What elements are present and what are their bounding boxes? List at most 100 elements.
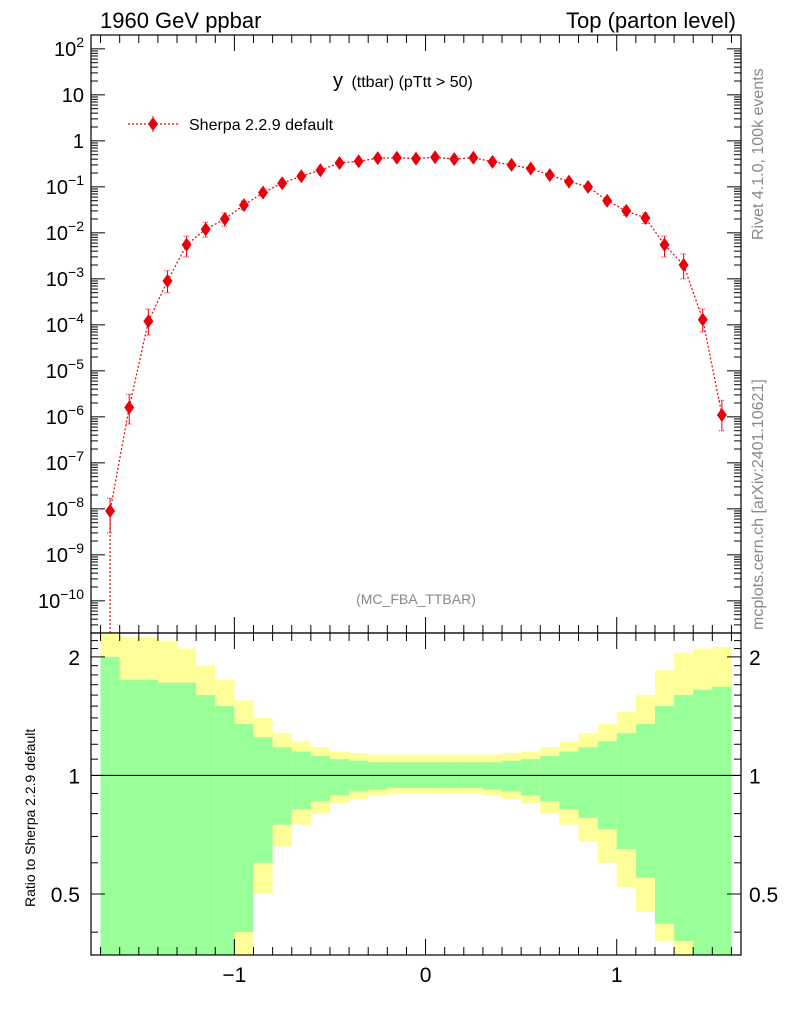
series-point xyxy=(296,169,307,184)
ratio-inner-band-bin xyxy=(310,756,330,802)
main-y-tick-label: 10−3 xyxy=(46,264,84,291)
main-y-tick-label-base: 10 xyxy=(46,453,68,475)
series-point xyxy=(353,154,364,169)
ratio-plot-marks xyxy=(91,633,741,955)
main-y-tick-label-base: 10 xyxy=(46,361,68,383)
ratio-inner-band-bin xyxy=(215,706,235,955)
series-point xyxy=(468,150,479,165)
main-y-tick-label: 10−2 xyxy=(46,218,84,245)
series-point xyxy=(162,273,173,288)
series-point xyxy=(219,212,230,226)
series-point xyxy=(391,150,402,165)
ratio-inner-band-bin xyxy=(712,686,732,955)
ratio-inner-band-bin xyxy=(502,760,522,792)
series-point xyxy=(334,155,345,170)
main-y-tick-label-exp: −6 xyxy=(68,402,84,418)
main-y-tick-label-base: 10 xyxy=(46,269,68,291)
header-left-title: 1960 GeV ppbar xyxy=(100,8,261,33)
ratio-inner-band-bin xyxy=(253,737,273,863)
main-y-tick-label-exp: −2 xyxy=(68,218,84,234)
series-point xyxy=(506,157,517,172)
main-y-tick-label-base: 10 xyxy=(46,407,68,429)
series-point xyxy=(411,151,421,166)
series-point xyxy=(238,198,249,213)
ratio-inner-band-bin xyxy=(119,679,139,955)
ratio-inner-band-bin xyxy=(234,724,254,933)
ratio-inner-band-bin xyxy=(291,751,311,810)
main-y-tick-label: 10−10 xyxy=(38,586,84,613)
main-y-tick-label-exp: −5 xyxy=(68,356,84,372)
plot-title-sub: (ttbar) (pTtt > 50) xyxy=(351,74,472,91)
series-point xyxy=(143,314,154,329)
series-point xyxy=(372,151,383,166)
series-point xyxy=(621,203,632,218)
series-point xyxy=(659,237,670,252)
ratio-inner-band-bin xyxy=(157,682,178,955)
series-point xyxy=(525,161,536,176)
main-y-tick-label-exp: −9 xyxy=(68,540,84,556)
ratio-y-tick-label-left: 2 xyxy=(68,647,80,670)
ratio-inner-band-bin xyxy=(100,656,120,955)
legend-label: Sherpa 2.2.9 default xyxy=(189,117,334,134)
ratio-y-tick-label-right: 2 xyxy=(749,647,761,670)
series-point xyxy=(181,237,192,252)
series-point xyxy=(602,193,613,208)
main-plot-marks xyxy=(105,150,727,645)
series-point xyxy=(315,163,326,178)
main-y-tick-label: 10−9 xyxy=(46,540,84,567)
ratio-inner-band-bin xyxy=(559,751,579,810)
series-point xyxy=(487,154,498,169)
legend-marker xyxy=(148,117,158,131)
ratio-inner-band-bin xyxy=(674,695,694,941)
series-point xyxy=(430,150,441,165)
main-y-tick-label-exp: −3 xyxy=(68,264,84,280)
ratio-inner-band-bin xyxy=(272,747,292,825)
x-tick-label: −1 xyxy=(222,964,246,987)
main-y-tick-label-base: 1 xyxy=(73,131,84,153)
ratio-y-tick-label-right: 0.5 xyxy=(749,884,778,907)
main-y-tick-label-base: 10 xyxy=(46,223,68,245)
ratio-inner-band-bin xyxy=(521,759,541,796)
ratio-y-tick-label-left: 0.5 xyxy=(51,884,80,907)
series-point xyxy=(716,407,727,422)
series-point xyxy=(449,152,460,167)
main-y-tick-label-exp: −7 xyxy=(68,448,84,464)
series-point xyxy=(124,400,135,415)
main-y-tick-label-exp: 2 xyxy=(76,34,84,50)
ratio-inner-band-bin xyxy=(597,741,617,830)
legend: Sherpa 2.2.9 default xyxy=(128,116,334,134)
series-point xyxy=(640,211,651,226)
main-y-tick-label: 10−8 xyxy=(46,494,84,521)
main-y-tick-label: 10 xyxy=(62,85,84,107)
side-text-bottom: mcplots.cern.ch [arXiv:2401.10621] xyxy=(750,379,767,630)
ratio-frame xyxy=(90,632,742,956)
header-right-title: Top (parton level) xyxy=(566,8,736,33)
ratio-inner-band-bin xyxy=(635,724,655,878)
ratio-inner-band-bin xyxy=(616,733,636,850)
ratio-inner-band-bin xyxy=(540,756,560,802)
ratio-inner-band-bin xyxy=(329,759,350,796)
main-y-tick-label: 102 xyxy=(54,34,84,61)
main-y-tick-label-base: 10 xyxy=(46,545,68,567)
main-plot-axes: 10210110−110−210−310−410−510−610−710−810… xyxy=(38,34,742,634)
plot-title: y (ttbar) (pTtt > 50) xyxy=(333,70,473,92)
plot-title-main: y xyxy=(333,70,343,92)
series-point xyxy=(105,503,116,518)
ratio-inner-band-bin xyxy=(654,706,675,924)
main-y-tick-label-base: 10 xyxy=(54,39,76,61)
side-text-top: Rivet 4.1.0, 100k events xyxy=(750,68,767,240)
main-y-tick-label: 10−4 xyxy=(46,310,84,337)
main-y-tick-label: 10−7 xyxy=(46,448,84,475)
ratio-y-tick-label-left: 1 xyxy=(68,765,80,788)
series-point xyxy=(678,258,689,272)
main-y-tick-label: 10−1 xyxy=(46,172,84,199)
ratio-inner-band-bin xyxy=(349,760,369,792)
main-y-tick-label-exp: −4 xyxy=(68,310,84,326)
series-line xyxy=(109,156,723,645)
x-tick-label: 1 xyxy=(611,964,623,987)
x-tick-label: 0 xyxy=(420,964,432,987)
series-point xyxy=(563,174,574,189)
main-y-tick-label-base: 10 xyxy=(46,177,68,199)
ratio-inner-band-bin xyxy=(693,689,713,955)
